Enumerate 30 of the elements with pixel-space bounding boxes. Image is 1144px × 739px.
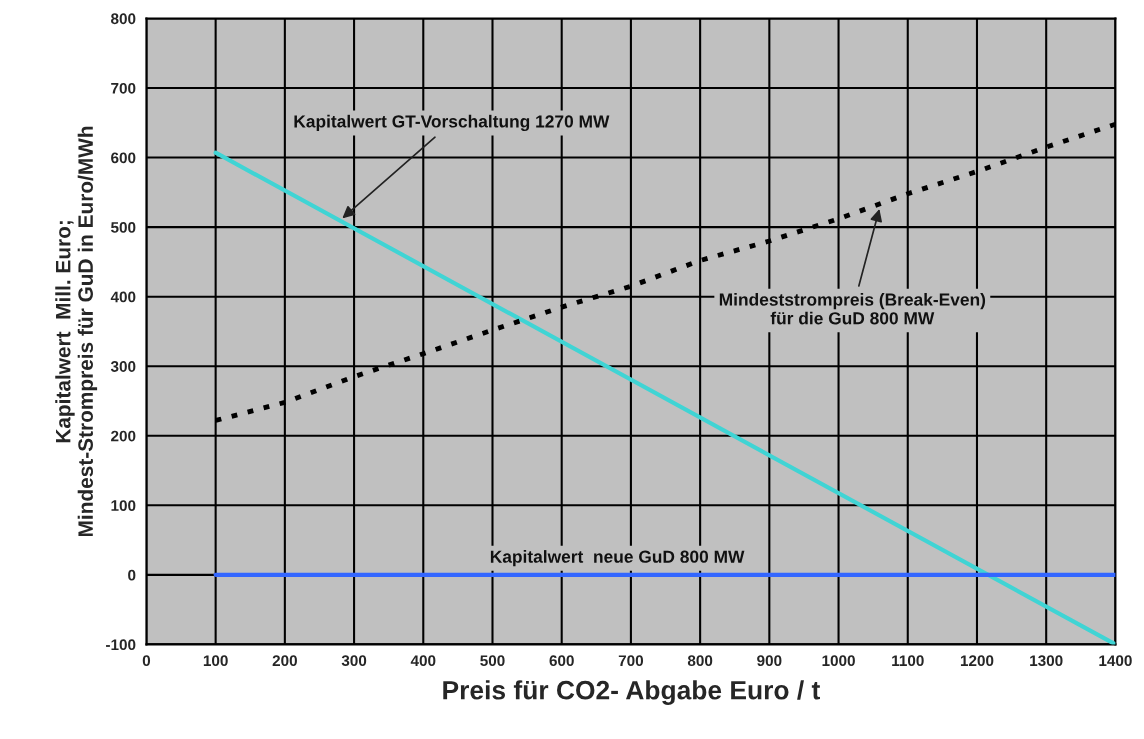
y-tick-label: 400 <box>110 291 136 303</box>
x-tick-label: 200 <box>272 655 297 667</box>
x-axis-title: Preis für CO2- Abgabe Euro / t <box>443 680 820 705</box>
y-tick-label: 800 <box>111 13 136 25</box>
x-tick-label: 900 <box>757 655 782 667</box>
y-tick-label: 600 <box>111 152 136 164</box>
x-tick-label: 100 <box>203 655 228 667</box>
y-tick-label: 700 <box>111 82 136 94</box>
x-tick-label: 600 <box>549 655 574 667</box>
x-tick-label: 1400 <box>1099 655 1132 667</box>
x-tick-label: 1200 <box>960 655 994 667</box>
y-tick-label: -100 <box>106 639 136 651</box>
x-tick-label: 400 <box>410 655 436 667</box>
x-tick-label: 1000 <box>822 655 855 667</box>
x-tick-label: 800 <box>687 655 713 667</box>
y-tick-label: 200 <box>111 430 136 442</box>
y-tick-label: 300 <box>110 361 136 372</box>
x-tick-label: 0 <box>142 655 151 667</box>
x-tick-label: 300 <box>341 655 367 667</box>
y-tick-label: 0 <box>128 569 136 581</box>
x-tick-label: 500 <box>480 655 505 667</box>
y-tick-label: 500 <box>111 221 136 233</box>
y-axis-title: Kapitalwert Mill. Euro; Mindest-Strompreis für GuD in Euro/MWh <box>55 126 98 537</box>
x-tick-label: 1100 <box>892 655 924 667</box>
y-tick-label: 100 <box>111 500 136 511</box>
x-tick-label: 1300 <box>1030 655 1063 667</box>
annotation: Mindeststrompreis (Break-Even) für die GuD 800 MW <box>719 292 986 325</box>
annotation: Kapitalwert GT-Vorschaltung 1270 MW <box>294 114 610 132</box>
annotation: Kapitalwert neue GuD 800 MW <box>490 550 745 567</box>
x-tick-label: 700 <box>618 655 644 667</box>
